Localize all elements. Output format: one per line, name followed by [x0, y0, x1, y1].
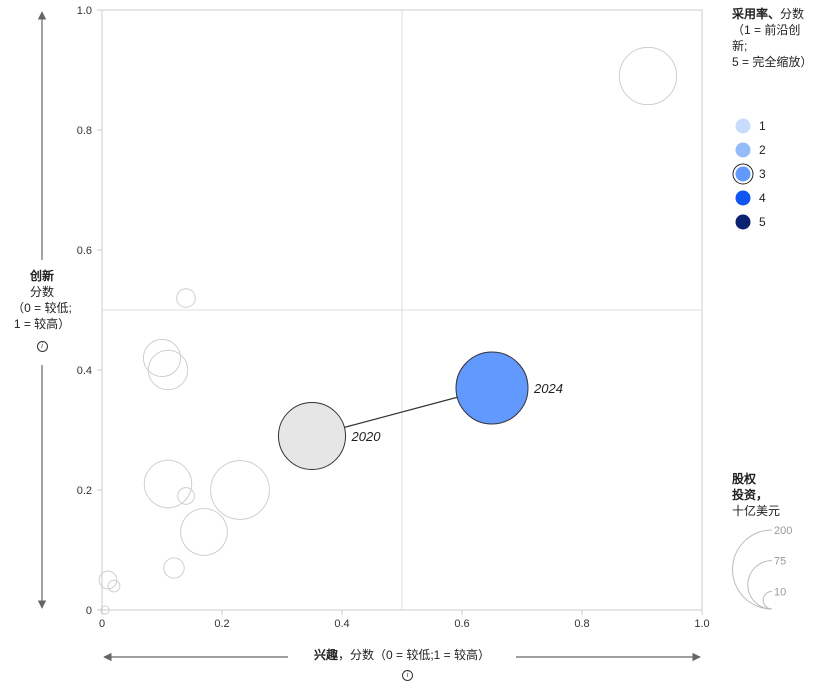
adoption-legend-title-bold: 采用率、 [732, 7, 781, 21]
y-axis-title: 创新 [29, 269, 54, 283]
background-bubble [210, 460, 270, 520]
y-axis-label: 创新 分数 （0 = 较低; 1 = 较高） i [4, 268, 80, 352]
x-tick-label: 0 [99, 618, 105, 630]
legend-label-5: 5 [759, 215, 766, 229]
y-axis-subtitle: 分数 [29, 285, 54, 299]
background-bubble [163, 557, 185, 579]
x-tick-label: 0.4 [334, 618, 349, 630]
size-legend-arc-75 [747, 560, 773, 610]
y-axis-scale-line2: 1 = 较高） [13, 317, 71, 331]
y-tick-label: 1.0 [77, 5, 92, 17]
background-bubble [107, 579, 121, 593]
y-tick-label: 0.8 [77, 125, 92, 137]
size-legend-label-75: 75 [774, 556, 786, 568]
background-bubble [142, 338, 182, 378]
y-tick-label: 0.6 [77, 245, 92, 257]
y-tick-label: 0.2 [77, 485, 92, 497]
y-tick-label: 0 [86, 605, 92, 617]
x-axis-label: 兴趣，分数（0 = 较低;1 = 较高） [292, 647, 512, 663]
adoption-legend-subtitle2: 5 = 完全缩放） [732, 55, 813, 69]
x-tick-label: 0.6 [454, 618, 469, 630]
bubble-label-2024: 2024 [533, 381, 563, 396]
background-bubble [143, 459, 193, 509]
background-bubble [177, 487, 195, 505]
legend-swatch-1[interactable] [735, 118, 751, 134]
size-legend-title: 股权 投资， 十亿美元 [732, 471, 808, 519]
bubble-2024[interactable] [455, 351, 529, 425]
background-bubble [618, 46, 678, 106]
adoption-legend-title: 采用率、分数 （1 = 前沿创新; 5 = 完全缩放） [732, 6, 812, 70]
legend-swatch-2[interactable] [735, 142, 751, 158]
size-legend-arc-10 [762, 590, 773, 610]
background-bubble [147, 349, 189, 391]
x-tick-label: 0.2 [214, 618, 229, 630]
adoption-legend-subtitle: （1 = 前沿创新; [732, 23, 801, 53]
legend-label-2: 2 [759, 143, 766, 157]
legend-label-4: 4 [759, 191, 766, 205]
legend-label-3: 3 [759, 167, 766, 181]
legend-swatch-3[interactable] [735, 166, 751, 182]
info-icon[interactable]: i [36, 341, 48, 352]
x-tick-label: 1.0 [694, 618, 709, 630]
size-legend-unit: 十亿美元 [732, 504, 781, 518]
size-legend-title-line2: 投资， [732, 488, 769, 502]
background-bubble [98, 570, 118, 590]
x-axis-title: 兴趣 [313, 648, 338, 662]
size-legend-arc-200 [732, 529, 773, 610]
legend-swatch-4[interactable] [735, 190, 751, 206]
size-legend-label-10: 10 [774, 586, 786, 598]
background-bubble [176, 288, 196, 308]
info-icon[interactable]: i [402, 670, 413, 681]
bubble-2020[interactable] [277, 401, 347, 471]
x-axis-subtitle: ，分数（0 = 较低;1 = 较高） [337, 648, 491, 662]
y-axis-scale-line1: （0 = 较低; [12, 301, 72, 315]
size-legend-label-200: 200 [774, 525, 792, 537]
legend-label-1: 1 [759, 119, 766, 133]
legend-selected-ring [732, 163, 754, 185]
legend-swatch-5[interactable] [735, 214, 751, 230]
x-tick-label: 0.8 [574, 618, 589, 630]
size-legend-title-line1: 股权 [732, 472, 757, 486]
adoption-legend-title-rest: 分数 [780, 7, 805, 21]
background-bubble [100, 605, 110, 615]
y-tick-label: 0.4 [77, 365, 92, 377]
background-bubble [180, 508, 228, 556]
bubble-label-2020: 2020 [351, 429, 382, 444]
